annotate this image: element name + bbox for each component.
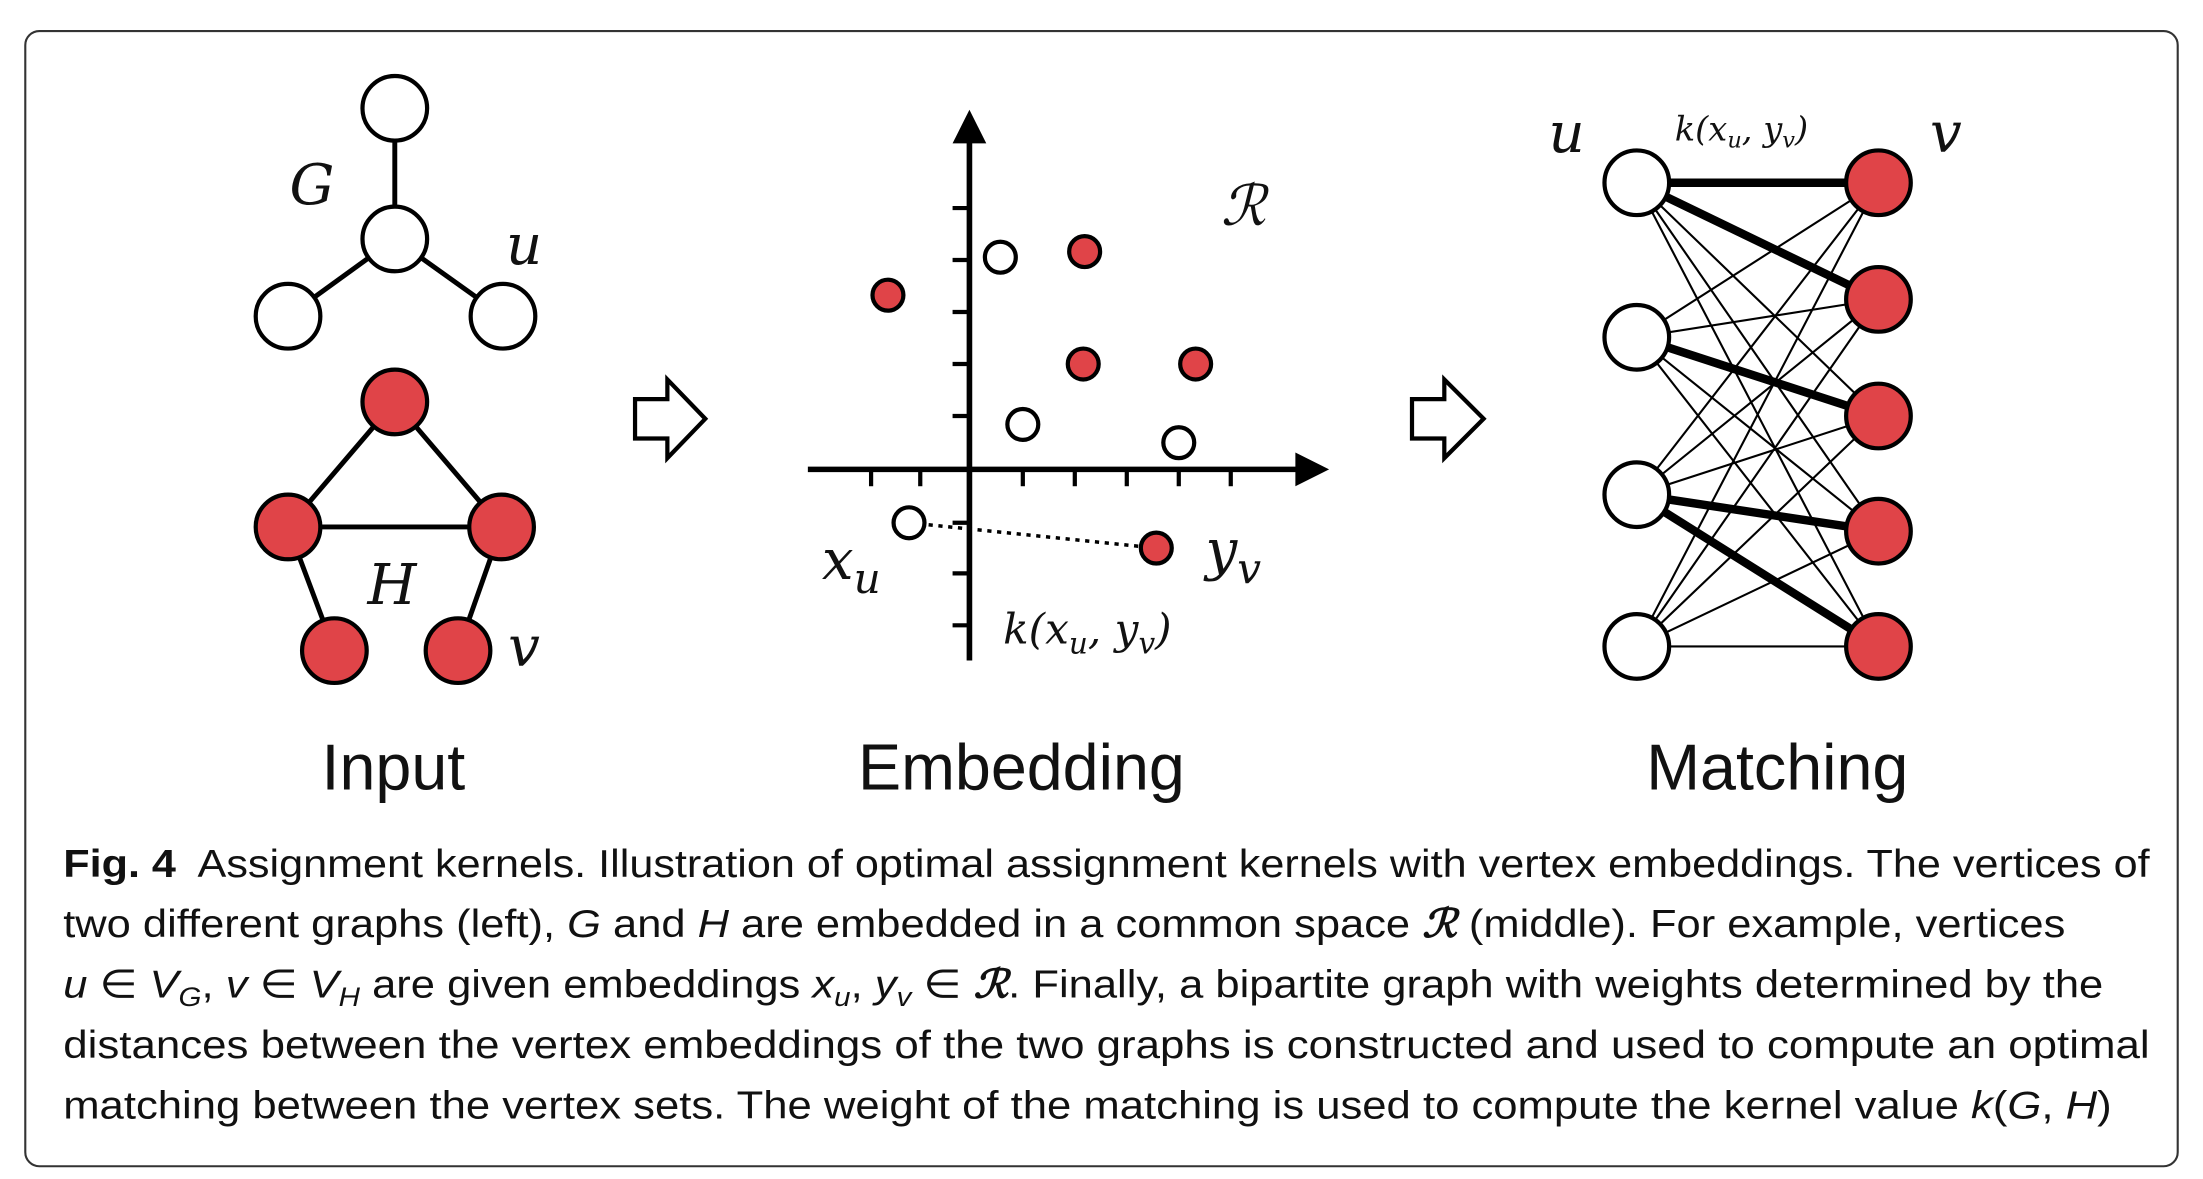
panel-title: Input [322,732,466,804]
text-run: k( [1003,605,1047,654]
text-run: x [1045,605,1069,654]
text-run: v [1138,626,1155,660]
text-run: y [871,963,899,1007]
vertex-label: v [508,615,540,680]
text-run: ( [1993,1083,2008,1127]
text-run: ∈ [911,963,973,1007]
text-run: Fig. 4 [63,842,176,886]
input-graphs [253,73,538,686]
embedding-label: yv [1202,518,1261,593]
text-run: ) [2097,1083,2112,1127]
text-run: V [310,963,343,1007]
kernel-label: k(xu, yv) [1675,110,1808,154]
kernel-label: k(xu, yv) [1003,605,1171,661]
caption-line: matching between the vertex sets. The we… [63,1083,2111,1127]
text-run: G [179,982,202,1012]
text-run: k [1971,1083,1995,1127]
text-run: are given embeddings [360,963,812,1007]
text-run: k( [1675,110,1709,149]
text-run: and [601,902,698,946]
text-run: ℛ [1422,902,1461,946]
text-run: u [63,963,87,1007]
text-run: v [1237,544,1261,593]
text-run: , [202,963,226,1007]
vertex-label: v [1930,101,1962,166]
text-run: , [851,963,875,1007]
embedding-label: xu [822,528,881,603]
text-run: y [1761,110,1783,149]
caption-line: distances between the vertex embeddings … [63,1023,2149,1067]
text-run: distances between the vertex embeddings … [63,1023,2149,1067]
embedding-plot [807,109,1330,661]
text-run: ) [1794,110,1808,149]
text-run: v [897,982,914,1012]
caption-line: Fig. 4 Assignment kernels. Illustration … [63,842,2149,886]
vertex-label: u [1548,101,1584,166]
text-run: . Finally, a bipartite graph with weight… [1008,963,2103,1007]
text-run: v [1782,128,1795,154]
text-run: V [150,963,183,1007]
text-run: u [1069,626,1088,660]
text-run: u [834,982,851,1012]
text-run: x [810,963,835,1007]
text-run: ℛ [973,963,1012,1007]
text-run: y [1113,605,1140,654]
caption-line: two different graphs (left), G and H are… [63,902,2065,946]
text-run: Assignment kernels. Illustration of opti… [176,842,2150,886]
caption: Fig. 4 Assignment kernels. Illustration … [63,842,2149,1128]
text-run: H [339,982,361,1012]
text-run: y [1202,518,1238,583]
frame [24,29,2179,1168]
text-run: G [2007,1083,2041,1127]
panel-title: Matching [1646,732,1908,804]
panel-title: Embedding [858,732,1185,804]
space-label: ℛ [1221,174,1270,239]
text-run: x [1708,110,1727,149]
text-run: (middle). For example, vertices [1457,902,2065,946]
text-run: u [1727,128,1741,154]
text-run: , [2041,1083,2065,1127]
text-run: v [226,963,250,1007]
text-run: , [1742,110,1763,149]
matching-graph [1602,148,1913,681]
text-run: matching between the vertex sets. The we… [63,1083,1971,1127]
text-run: H [698,902,730,946]
graph-label: H [366,553,417,618]
text-run: , [1088,605,1115,654]
text-run: are embedded in a common space [729,902,1422,946]
vertex-label: u [506,213,542,278]
arrow [632,374,709,464]
text-run: ∈ [87,963,149,1007]
text-run: H [2066,1083,2098,1127]
graph-label: G [289,153,334,218]
text-run: ∈ [248,963,310,1007]
text-run: two different graphs (left), [63,902,567,946]
text-run: ) [1154,605,1171,654]
text-run: u [854,554,881,603]
text-run: G [567,902,601,946]
text-run: x [822,528,854,593]
arrow [1409,374,1487,464]
